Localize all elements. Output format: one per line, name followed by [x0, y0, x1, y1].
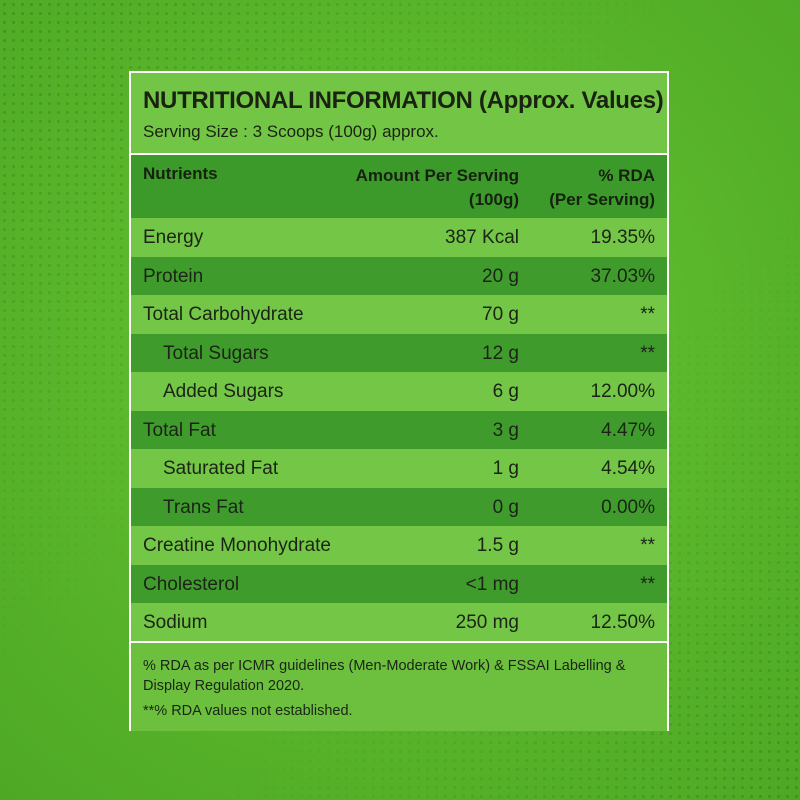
- nutrient-rda: 12.00%: [590, 381, 655, 402]
- table-row: Trans Fat 0 g 0.00%: [131, 487, 667, 526]
- nutrient-name: Added Sugars: [163, 381, 284, 402]
- nutrient-rda: **: [640, 342, 655, 364]
- footnotes: % RDA as per ICMR guidelines (Men-Modera…: [131, 641, 667, 731]
- header-rda: % RDA (Per Serving): [549, 164, 655, 212]
- nutrient-rda: 4.54%: [601, 458, 655, 479]
- nutrient-amount: 6 g: [492, 381, 519, 402]
- nutrient-rda: 0.00%: [601, 496, 655, 518]
- table-row: Creatine Monohydrate 1.5 g **: [131, 526, 667, 565]
- nutrient-name: Total Sugars: [163, 342, 269, 364]
- table-row: Added Sugars 6 g 12.00%: [131, 372, 667, 411]
- nutrient-amount: 1 g: [492, 458, 519, 479]
- panel-title: NUTRITIONAL INFORMATION (Approx. Values): [143, 87, 664, 114]
- header-rda-line1: % RDA: [598, 166, 655, 185]
- nutrient-amount: 250 mg: [455, 612, 519, 633]
- nutrient-amount: 1.5 g: [476, 535, 519, 556]
- table-row: Protein 20 g 37.03%: [131, 256, 667, 295]
- nutrient-amount: <1 mg: [465, 573, 519, 595]
- table-row: Energy 387 Kcal 19.35%: [131, 218, 667, 257]
- serving-size: Serving Size : 3 Scoops (100g) approx.: [143, 122, 439, 141]
- nutrient-name: Sodium: [143, 612, 208, 633]
- footnote-rda-guidelines: % RDA as per ICMR guidelines (Men-Modera…: [143, 658, 626, 694]
- nutrient-rda: **: [640, 573, 655, 595]
- nutrient-rda: 19.35%: [590, 227, 655, 248]
- nutrient-amount: 0 g: [492, 496, 519, 518]
- nutrient-amount: 3 g: [492, 419, 519, 441]
- table-row: Sodium 250 mg 12.50%: [131, 603, 667, 642]
- nutrient-name: Total Fat: [143, 419, 216, 441]
- nutrient-table: Energy 387 Kcal 19.35% Protein 20 g 37.0…: [131, 218, 667, 642]
- table-row: Total Carbohydrate 70 g **: [131, 295, 667, 334]
- table-header: Nutrients Amount Per Serving (100g) % RD…: [131, 155, 667, 218]
- nutrient-amount: 387 Kcal: [445, 227, 519, 248]
- nutrient-name: Cholesterol: [143, 573, 240, 595]
- nutrient-amount: 12 g: [482, 342, 519, 364]
- nutrient-name: Energy: [143, 227, 204, 248]
- footnote-not-established: **% RDA values not established.: [143, 703, 353, 719]
- header-amount: Amount Per Serving (100g): [356, 164, 519, 212]
- nutrient-name: Total Carbohydrate: [143, 304, 304, 325]
- nutrient-rda: **: [640, 304, 655, 325]
- header-amount-line1: Amount Per Serving: [355, 166, 519, 185]
- nutrient-name: Protein: [143, 265, 204, 287]
- table-row: Saturated Fat 1 g 4.54%: [131, 449, 667, 488]
- table-row: Cholesterol <1 mg **: [131, 564, 667, 603]
- nutrient-amount: 20 g: [482, 265, 519, 287]
- nutrition-panel: NUTRITIONAL INFORMATION (Approx. Values)…: [129, 71, 669, 731]
- nutrient-name: Saturated Fat: [163, 458, 279, 479]
- nutrient-amount: 70 g: [482, 304, 519, 325]
- nutrient-name: Creatine Monohydrate: [143, 535, 331, 556]
- header-nutrients: Nutrients: [143, 164, 218, 183]
- title-block: NUTRITIONAL INFORMATION (Approx. Values)…: [131, 73, 667, 155]
- nutrient-rda: **: [640, 535, 655, 556]
- header-rda-line2: (Per Serving): [549, 190, 655, 209]
- nutrient-rda: 37.03%: [590, 265, 655, 287]
- nutrient-rda: 12.50%: [590, 612, 655, 633]
- nutrient-name: Trans Fat: [163, 496, 244, 518]
- table-row: Total Fat 3 g 4.47%: [131, 410, 667, 449]
- table-row: Total Sugars 12 g **: [131, 333, 667, 372]
- header-amount-line2: (100g): [468, 190, 519, 209]
- nutrient-rda: 4.47%: [601, 419, 655, 441]
